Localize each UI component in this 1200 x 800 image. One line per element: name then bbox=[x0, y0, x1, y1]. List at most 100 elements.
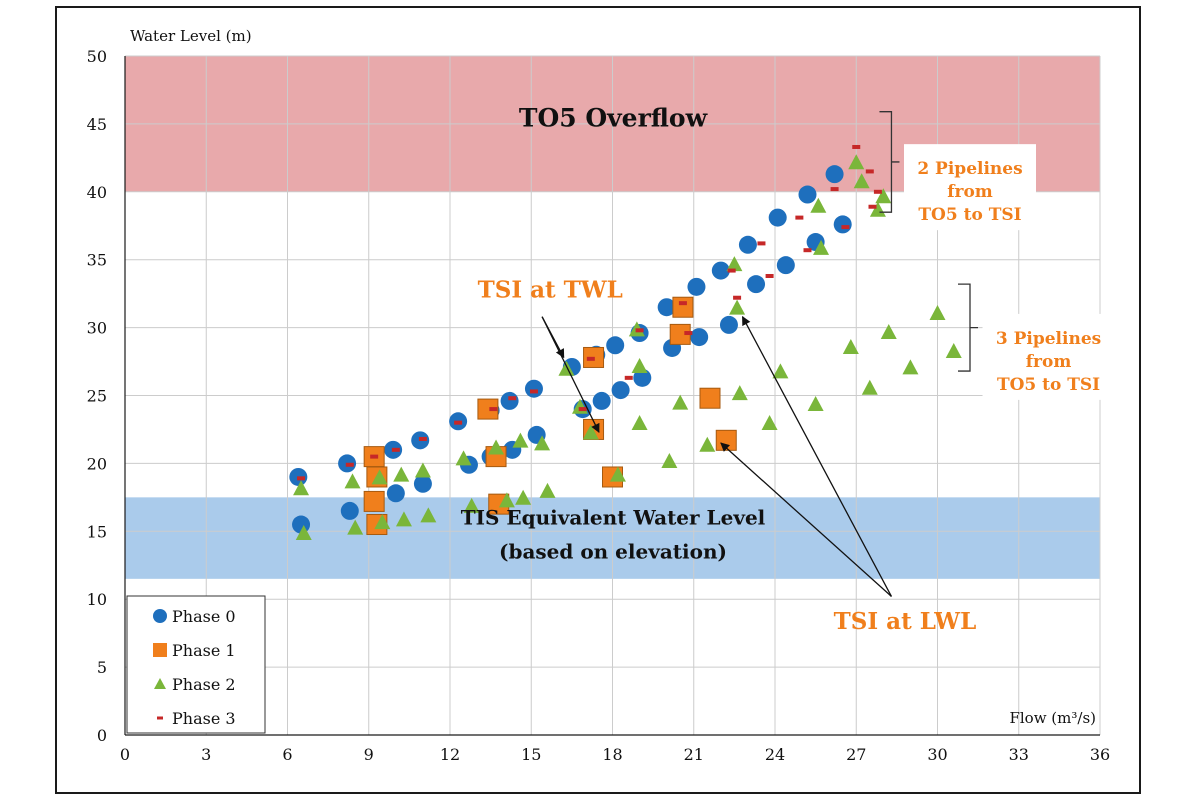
phase-3-point bbox=[345, 462, 354, 467]
phase-2-point bbox=[869, 201, 886, 217]
phase-0-point bbox=[611, 381, 630, 400]
annotations-layer: TO5 Overflow TIS Equivalent Water Level (b… bbox=[461, 104, 1115, 635]
x-tick-label: 30 bbox=[927, 745, 947, 764]
phase-2-point bbox=[534, 435, 551, 451]
phase-2-point bbox=[729, 299, 746, 315]
phase-2-point bbox=[945, 343, 962, 359]
y-tick-label: 5 bbox=[97, 658, 107, 677]
x-tick-label: 0 bbox=[120, 745, 130, 764]
phase-2-point bbox=[813, 239, 830, 255]
legend-marker-triangle bbox=[154, 678, 166, 689]
chart-frame bbox=[55, 6, 1141, 794]
phase-0-point bbox=[711, 261, 730, 280]
phase-1-point bbox=[672, 296, 694, 318]
arrow-lwl-high bbox=[741, 315, 893, 597]
phase-2-point bbox=[929, 305, 946, 321]
phase-3-point bbox=[454, 420, 463, 425]
phase-2-point bbox=[699, 436, 716, 452]
y-tick-label: 30 bbox=[87, 319, 107, 338]
phase-3-point bbox=[733, 295, 742, 300]
series-layer bbox=[289, 144, 962, 541]
bracket-2-pipelines bbox=[879, 111, 900, 213]
annotation-bg-two-pipelines bbox=[904, 144, 1036, 231]
y-tick-label: 50 bbox=[87, 47, 107, 66]
phase-3-point bbox=[297, 476, 306, 481]
annotation-two-pipelines-line: from bbox=[947, 182, 993, 202]
phase-0-point bbox=[776, 256, 795, 275]
phase-2-point bbox=[842, 338, 859, 354]
y-tick-label: 45 bbox=[87, 115, 107, 134]
phase-2-point bbox=[807, 396, 824, 412]
phase-2-point bbox=[672, 394, 689, 410]
y-tick-label: 15 bbox=[87, 522, 107, 541]
phase-3-point bbox=[578, 407, 587, 412]
legend-marker-dash bbox=[157, 716, 163, 720]
legend-marker-circle bbox=[153, 609, 167, 623]
y-tick-label: 10 bbox=[87, 590, 107, 609]
phase-3-point bbox=[370, 454, 379, 459]
x-tick-label: 3 bbox=[201, 745, 211, 764]
phase-2-point bbox=[875, 188, 892, 204]
phase-3-point bbox=[684, 331, 693, 336]
phase-2-point bbox=[861, 379, 878, 395]
phase-0-point bbox=[524, 379, 543, 398]
tick-labels: 0 3 6 9 12 15 18 21 24 27 30 33 36051015202530354045… bbox=[87, 27, 1111, 764]
phase-2-point bbox=[463, 497, 480, 513]
phase-3-point bbox=[727, 268, 736, 273]
phase-2-point bbox=[902, 359, 919, 375]
phase-3-point bbox=[852, 144, 861, 149]
phase-0-point bbox=[747, 275, 766, 294]
annotation-three-pipelines-line: 3 Pipelines bbox=[996, 329, 1101, 349]
phase-0-point bbox=[606, 336, 625, 355]
phase-0-point bbox=[413, 474, 432, 493]
phase-0-point bbox=[768, 208, 787, 227]
phase-2-point bbox=[515, 489, 532, 505]
phase-2-point bbox=[395, 511, 412, 527]
legend-marker-square bbox=[153, 643, 167, 657]
phase-3-point bbox=[868, 204, 877, 209]
bracket-3-pipelines bbox=[958, 283, 978, 372]
x-tick-label: 33 bbox=[1009, 745, 1029, 764]
annotation-tsi-at-twl: TSI at TWL bbox=[478, 277, 623, 304]
phase-3-point bbox=[841, 225, 850, 230]
phase-2-point bbox=[420, 507, 437, 523]
legend-box bbox=[126, 595, 266, 734]
phase-2-point bbox=[414, 462, 431, 478]
annotation-three-pipelines-line: TO5 to TSI bbox=[997, 375, 1100, 395]
phase-1-point bbox=[477, 398, 499, 420]
y-tick-label: 0 bbox=[97, 726, 107, 745]
legend: Phase 0 Phase 1 Phase 2 Phase 3 bbox=[126, 595, 266, 734]
legend-item: Phase 2 bbox=[154, 675, 236, 694]
y-tick-label: 35 bbox=[87, 251, 107, 270]
x-tick-label: 27 bbox=[846, 745, 866, 764]
phase-0-point bbox=[687, 277, 706, 296]
legend-item: Phase 1 bbox=[153, 641, 236, 660]
phase-3-point bbox=[508, 396, 517, 401]
phase-3-point bbox=[873, 189, 882, 194]
legend-label: Phase 2 bbox=[172, 675, 236, 694]
phase-2-point bbox=[512, 432, 529, 448]
legend-label: Phase 1 bbox=[172, 641, 236, 660]
phase-0-point bbox=[633, 368, 652, 387]
x-tick-label: 12 bbox=[440, 745, 460, 764]
phase-0-point bbox=[386, 484, 405, 503]
phase-2-point bbox=[609, 466, 626, 482]
x-axis-label: Flow (m³/s) bbox=[1009, 709, 1096, 727]
x-tick-label: 36 bbox=[1090, 745, 1110, 764]
phase-2-point bbox=[726, 256, 743, 272]
annotation-tsi-at-lwl: TSI at LWL bbox=[834, 608, 977, 635]
phase-2-point bbox=[393, 466, 410, 482]
y-axis-label: Water Level (m) bbox=[130, 27, 252, 45]
phase-2-point bbox=[344, 473, 361, 489]
phase-2-point bbox=[498, 492, 515, 508]
legend-item: Phase 3 bbox=[157, 709, 236, 728]
phase-2-point bbox=[539, 482, 556, 498]
phase-3-point bbox=[586, 356, 595, 361]
phase-3-point bbox=[765, 273, 774, 278]
phase-3-point bbox=[795, 215, 804, 220]
phase-2-point bbox=[810, 197, 827, 213]
phase-2-point bbox=[853, 173, 870, 189]
phase-2-point bbox=[558, 360, 575, 376]
phase-0-point bbox=[825, 165, 844, 184]
y-tick-label: 40 bbox=[87, 183, 107, 202]
